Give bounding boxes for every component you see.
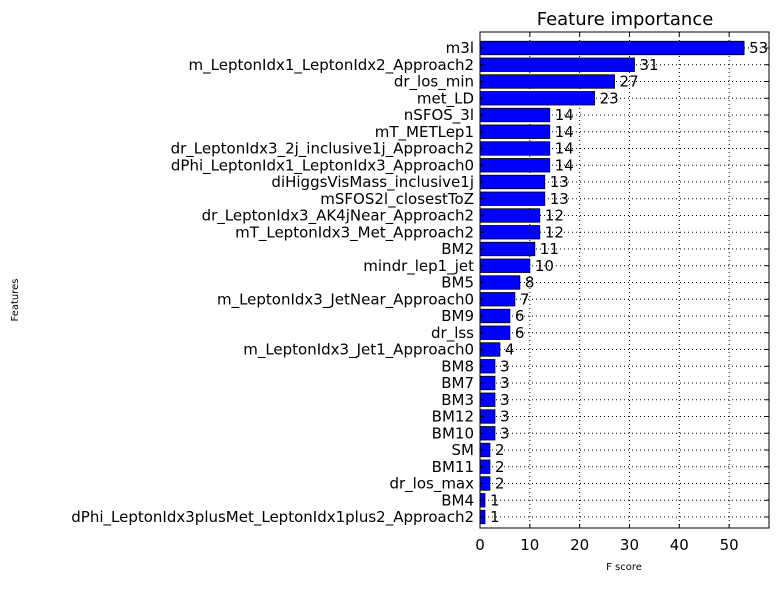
value-label: 13 <box>550 173 569 191</box>
y-tick-label: BM2 <box>441 240 474 258</box>
value-label: 3 <box>500 391 510 409</box>
y-tick-label: BM11 <box>432 458 474 476</box>
y-tick-label: BM12 <box>432 408 474 426</box>
bar <box>479 275 521 290</box>
value-label: 1 <box>490 508 500 526</box>
y-tick-label: BM8 <box>441 357 474 375</box>
y-tick-label: BM4 <box>441 491 474 509</box>
y-tick-label: dr_lss <box>431 324 474 343</box>
bar <box>479 325 511 340</box>
value-label: 27 <box>620 73 639 91</box>
x-tick-label: 20 <box>570 536 589 554</box>
grid <box>479 32 769 528</box>
y-tick-label: BM3 <box>441 391 474 409</box>
bar <box>479 191 546 206</box>
x-tick-labels: 0 10 20 30 40 50 <box>475 536 738 554</box>
y-tick-label: mT_LeptonIdx3_Met_Approach2 <box>235 223 474 242</box>
x-tick-label: 0 <box>475 536 485 554</box>
value-label: 13 <box>550 190 569 208</box>
y-tick-label: m_LeptonIdx3_JetNear_Approach0 <box>217 290 474 309</box>
value-label: 3 <box>500 357 510 375</box>
bar <box>479 57 635 72</box>
y-tick-label: SM <box>452 441 474 459</box>
y-tick-label: BM7 <box>441 374 474 392</box>
y-tick-label: nSFOS_3l <box>404 106 474 125</box>
value-label: 3 <box>500 374 510 392</box>
y-tick-label: mindr_lep1_jet <box>363 257 474 276</box>
bar <box>479 208 541 223</box>
y-tick-label: met_LD <box>417 89 474 108</box>
bar <box>479 225 541 240</box>
value-label: 3 <box>500 408 510 426</box>
value-label: 14 <box>555 106 574 124</box>
bar <box>479 308 511 324</box>
bar <box>479 124 551 139</box>
bar <box>479 107 551 123</box>
bar <box>479 241 536 257</box>
ticks <box>479 32 769 528</box>
bar <box>479 74 615 89</box>
y-tick-label: BM5 <box>441 274 474 292</box>
value-label: 53 <box>749 39 768 57</box>
value-label: 7 <box>520 290 530 308</box>
bar <box>479 258 531 273</box>
value-label: 14 <box>555 123 574 141</box>
value-label: 14 <box>555 156 574 174</box>
y-tick-label: BM9 <box>441 307 474 325</box>
value-label: 12 <box>545 207 564 225</box>
y-tick-label: dr_LeptonIdx3_2j_inclusive1j_Approach2 <box>171 140 474 159</box>
value-label: 14 <box>555 140 574 158</box>
x-tick-label: 40 <box>670 536 689 554</box>
x-axis-label: F score <box>606 562 642 573</box>
bars <box>479 40 745 525</box>
y-tick-label: mT_METLep1 <box>375 123 474 142</box>
value-label: 10 <box>535 257 554 275</box>
chart-title: Feature importance <box>537 9 714 30</box>
value-label: 2 <box>495 475 505 493</box>
bar <box>479 141 551 156</box>
y-tick-label: dPhi_LeptonIdx3plusMet_LeptonIdx1plus2_A… <box>71 508 474 527</box>
x-tick-label: 10 <box>520 536 539 554</box>
x-tick-label: 30 <box>620 536 639 554</box>
value-label: 1 <box>490 491 500 509</box>
bar <box>479 174 546 190</box>
plot-frame <box>479 31 770 529</box>
bar <box>479 40 745 56</box>
value-label: 8 <box>525 274 535 292</box>
y-tick-label: dr_los_max <box>389 475 474 494</box>
value-labels: 5331272314141414131312121110876643333322… <box>490 39 768 526</box>
value-label: 2 <box>495 441 505 459</box>
y-tick-label: m_LeptonIdx1_LeptonIdx2_Approach2 <box>189 56 474 75</box>
y-axis-label: Features <box>10 279 21 322</box>
value-label: 2 <box>495 458 505 476</box>
value-label: 6 <box>515 324 525 342</box>
value-label: 31 <box>639 56 658 74</box>
value-label: 12 <box>545 223 564 241</box>
y-tick-labels: m3lm_LeptonIdx1_LeptonIdx2_Approach2dr_l… <box>71 39 474 527</box>
value-label: 4 <box>505 341 515 359</box>
bar <box>479 91 596 106</box>
value-label: 3 <box>500 424 510 442</box>
bar <box>479 292 516 307</box>
x-tick-label: 50 <box>720 536 739 554</box>
y-tick-label: m_LeptonIdx3_Jet1_Approach0 <box>243 341 474 360</box>
y-tick-label: diHiggsVisMass_inclusive1j <box>271 173 474 192</box>
y-tick-label: mSFOS2l_closestToZ <box>320 190 474 209</box>
y-tick-label: m3l <box>446 39 474 57</box>
y-tick-label: dr_LeptonIdx3_AK4jNear_Approach2 <box>202 207 474 226</box>
y-tick-label: BM10 <box>432 424 474 442</box>
bar <box>479 158 551 173</box>
value-label: 23 <box>600 89 619 107</box>
y-tick-label: dPhi_LeptonIdx1_LeptonIdx3_Approach0 <box>171 156 474 175</box>
value-label: 11 <box>540 240 559 258</box>
value-label: 6 <box>515 307 525 325</box>
y-tick-label: dr_los_min <box>394 73 474 92</box>
